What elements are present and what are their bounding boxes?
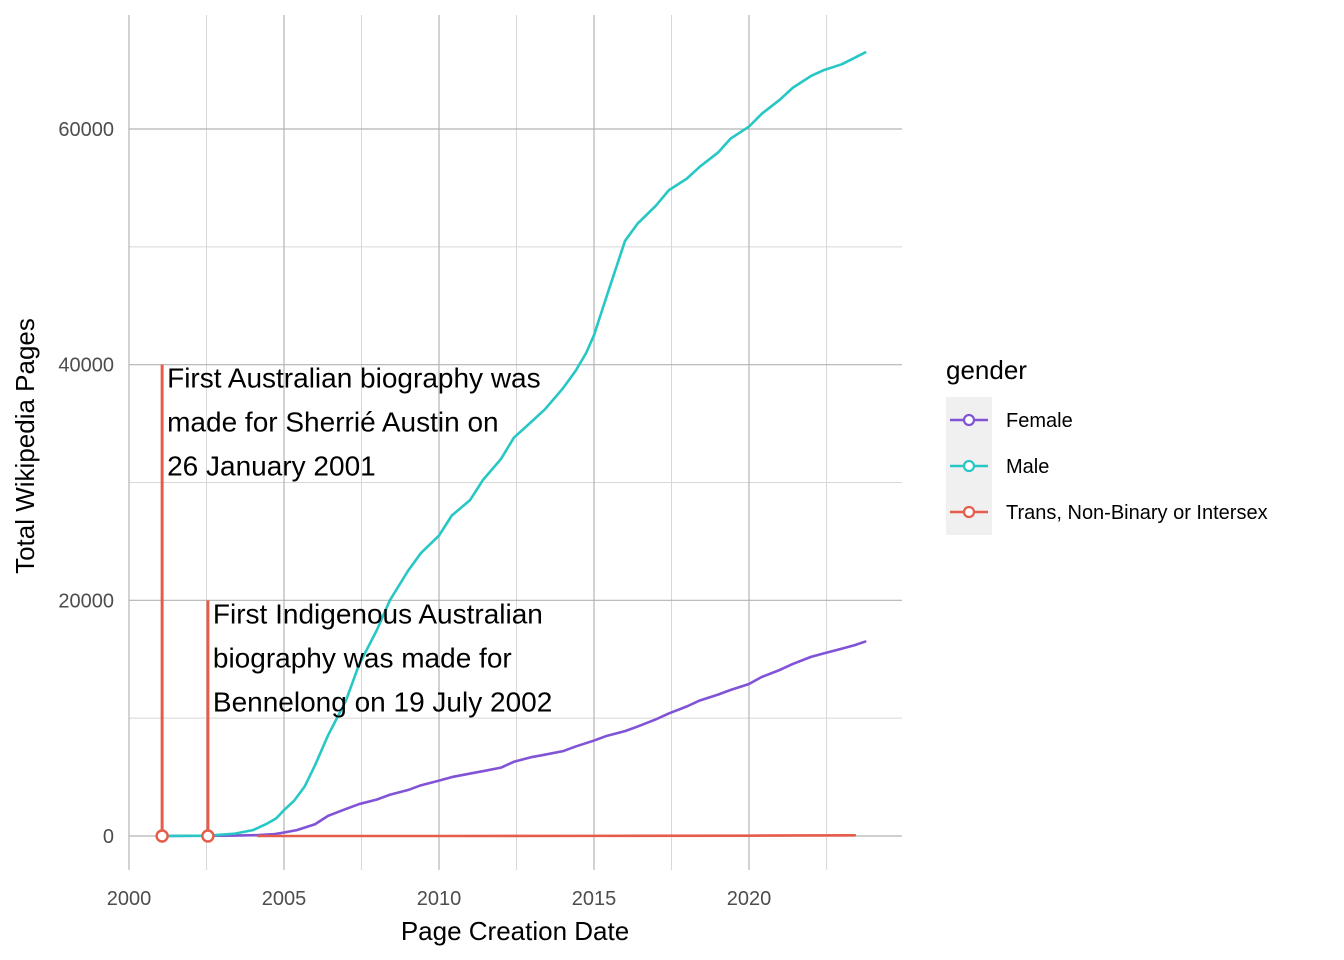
annotation-text: made for Sherrié Austin on [167, 407, 499, 438]
legend: gender Female Male Trans, Non-Binary or In… [946, 355, 1268, 535]
y-tick-label: 40000 [58, 355, 114, 377]
legend-label-female: Female [1006, 410, 1073, 432]
x-axis-tick-labels: 2000 2005 2010 2015 2020 [107, 888, 772, 910]
y-tick-label: 0 [103, 826, 114, 848]
legend-label-trans-non-binary-or-intersex: Trans, Non-Binary or Intersex [1006, 502, 1268, 524]
y-axis-tick-labels: 0 20000 40000 60000 [58, 119, 114, 848]
legend-title: gender [946, 355, 1027, 385]
series-line-male [160, 51, 867, 838]
y-tick-label: 60000 [58, 119, 114, 141]
annotations: First Australian biography was made for S… [155, 363, 552, 843]
annotation-text: First Indigenous Australian [213, 598, 543, 629]
annotation-text: First Australian biography was [167, 363, 541, 394]
legend-key-point-trans-non-binary-or-intersex [962, 505, 976, 519]
x-axis-title: Page Creation Date [401, 916, 629, 946]
series-lines [160, 51, 867, 838]
annotation-text: Bennelong on 19 July 2002 [213, 686, 552, 717]
x-tick-label: 2010 [417, 888, 462, 910]
legend-key-point-male [962, 459, 976, 473]
legend-items: Female Male Trans, Non-Binary or Intersex [946, 397, 1268, 535]
x-tick-label: 2005 [262, 888, 307, 910]
x-tick-label: 2000 [107, 888, 152, 910]
minor-gridlines [129, 15, 902, 870]
series-line-female [160, 640, 867, 838]
annotation-text: biography was made for [213, 642, 512, 673]
x-tick-label: 2020 [727, 888, 772, 910]
annotation-point [201, 829, 215, 843]
annotation-text: 26 January 2001 [167, 451, 376, 482]
annotation-point [155, 829, 169, 843]
legend-label-male: Male [1006, 456, 1049, 478]
y-axis-title: Total Wikipedia Pages [10, 318, 40, 574]
legend-key-point-female [962, 413, 976, 427]
x-tick-label: 2015 [572, 888, 617, 910]
y-tick-label: 20000 [58, 590, 114, 612]
series-line-trans-non-binary-or-intersex [256, 833, 857, 838]
